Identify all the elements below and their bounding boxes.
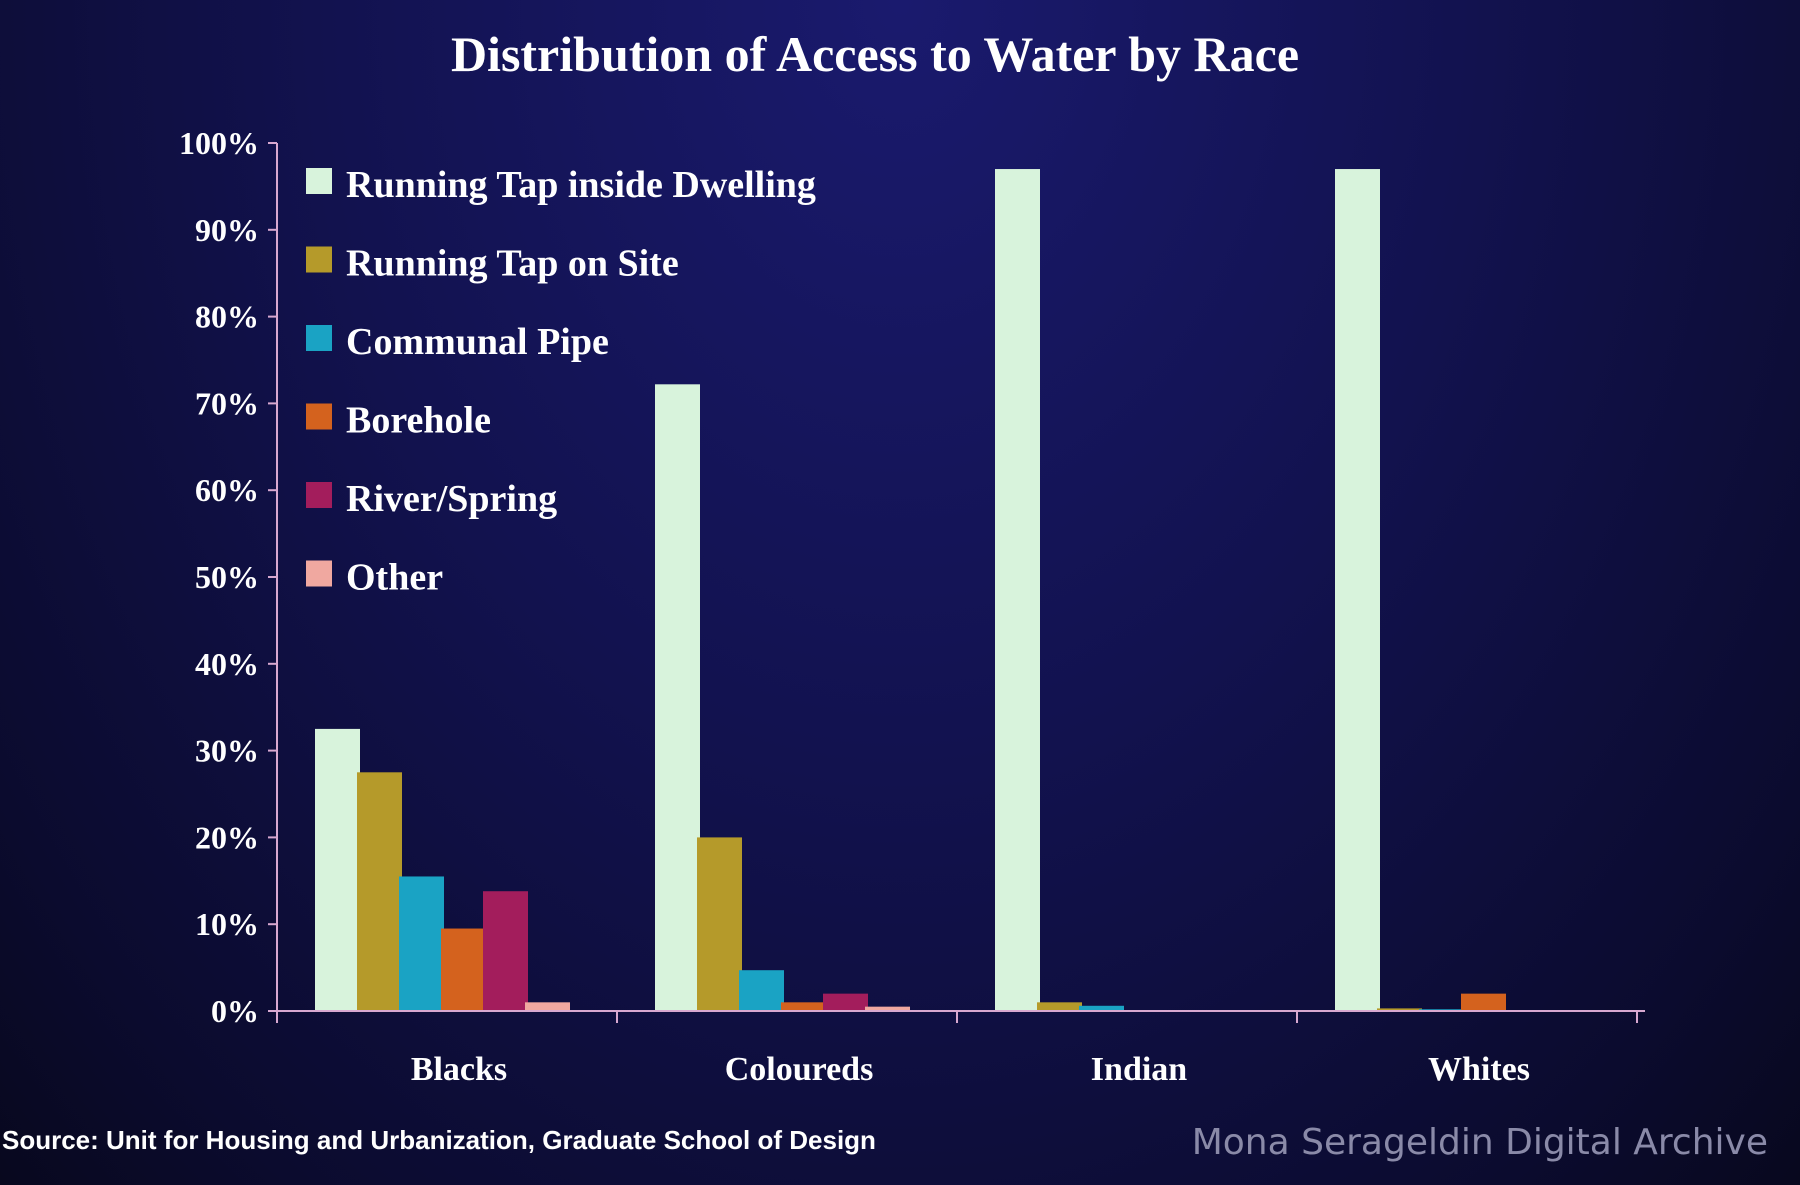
y-tick-label: 30%	[195, 733, 259, 769]
y-tick-label: 0%	[211, 993, 259, 1029]
x-category-label: Blacks	[411, 1051, 507, 1088]
legend-swatch	[306, 482, 332, 508]
bar-coloureds-communal-pipe	[739, 970, 784, 1011]
y-tick-label: 60%	[195, 472, 259, 508]
source-note: Source: Unit for Housing and Urbanizatio…	[2, 1125, 876, 1155]
bar-blacks-other	[525, 1002, 570, 1011]
legend-label: Communal Pipe	[346, 321, 609, 363]
y-tick-label: 80%	[195, 299, 259, 335]
bar-coloureds-running-tap-on-site	[697, 837, 742, 1011]
legend-label: Running Tap inside Dwelling	[346, 164, 816, 206]
bar-coloureds-river-spring	[823, 993, 868, 1011]
y-tick-label: 20%	[195, 819, 259, 855]
y-tick-label: 90%	[195, 212, 259, 248]
legend-swatch	[306, 403, 332, 430]
bar-blacks-communal-pipe	[399, 876, 444, 1011]
bars	[315, 169, 1590, 1012]
bar-blacks-borehole	[441, 928, 486, 1011]
y-tick-label: 100%	[179, 125, 259, 161]
bar-whites-running-tap-inside-dwelling	[1335, 169, 1380, 1012]
legend-label: River/Spring	[346, 478, 557, 520]
bar-coloureds-borehole	[781, 1002, 826, 1011]
bar-indian-communal-pipe	[1079, 1005, 1124, 1011]
legend-swatch	[306, 246, 332, 273]
bar-blacks-running-tap-inside-dwelling	[315, 728, 360, 1011]
bar-coloureds-other	[865, 1006, 910, 1011]
y-tick-label: 70%	[195, 385, 259, 421]
y-tick-label: 50%	[195, 559, 259, 595]
bar-whites-borehole	[1461, 993, 1506, 1011]
axes: 0% 10% 20% 30% 40% 50% 60% 70% 80% 90% 100% Blacks C…	[179, 125, 1645, 1088]
bar-coloureds-running-tap-inside-dwelling	[655, 384, 700, 1012]
bar-indian-running-tap-inside-dwelling	[995, 169, 1040, 1012]
bar-whites-running-tap-on-site	[1377, 1008, 1422, 1011]
legend-label: Other	[346, 557, 443, 599]
bar-blacks-running-tap-on-site	[357, 772, 402, 1011]
bar-blacks-river-spring	[483, 891, 528, 1011]
legend: Running Tap inside Dwelling Running Tap o…	[306, 164, 816, 599]
chart-title: Distribution of Access to Water by Race	[451, 26, 1299, 82]
y-tick-label: 10%	[195, 906, 259, 942]
watermark: Mona Serageldin Digital Archive	[1192, 1122, 1768, 1163]
legend-label: Borehole	[346, 400, 491, 442]
legend-swatch	[306, 325, 332, 351]
x-category-label: Whites	[1428, 1051, 1530, 1088]
bar-indian-running-tap-on-site	[1037, 1002, 1082, 1011]
x-category-label: Indian	[1091, 1051, 1187, 1088]
y-tick-label: 40%	[195, 646, 259, 682]
legend-swatch	[306, 168, 332, 194]
legend-swatch	[306, 560, 332, 587]
x-category-label: Coloureds	[725, 1051, 874, 1088]
legend-label: Running Tap on Site	[346, 243, 679, 285]
